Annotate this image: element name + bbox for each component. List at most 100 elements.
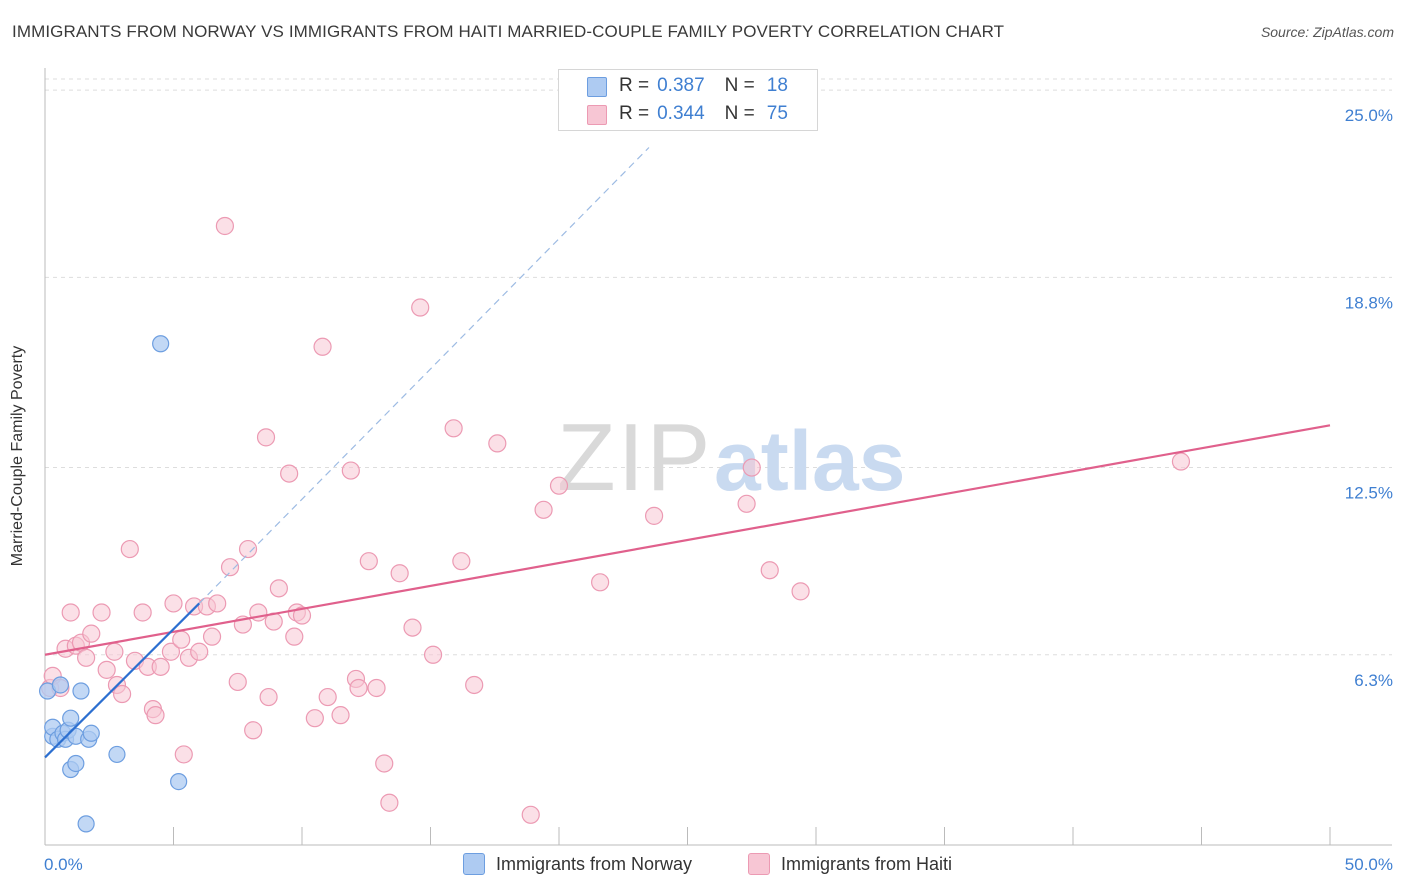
- source-label: Source: ZipAtlas.com: [1260, 24, 1394, 40]
- haiti-point: [220, 558, 240, 577]
- haiti-point: [120, 539, 139, 559]
- tick-label-layer: 6.3% 12.5% 18.8% 25.0% 0.0% 50.0%: [44, 106, 1393, 874]
- haiti-point: [349, 678, 368, 698]
- haiti-point: [215, 216, 234, 236]
- haiti-point: [97, 660, 116, 679]
- y-tick-label: 6.3%: [1354, 671, 1393, 690]
- haiti-point: [146, 706, 165, 725]
- haiti-point: [228, 672, 247, 692]
- haiti-point: [256, 428, 276, 447]
- haiti-point: [164, 594, 183, 613]
- haiti-n-value: 75: [766, 103, 788, 124]
- norway-trend-line: [44, 602, 200, 759]
- haiti-point: [280, 464, 299, 483]
- haiti-point: [444, 419, 463, 438]
- haiti-point: [318, 687, 337, 707]
- haiti-point: [452, 552, 471, 571]
- haiti-point: [380, 793, 399, 812]
- norway-point: [108, 745, 126, 764]
- haiti-point: [285, 627, 304, 646]
- haiti-point: [423, 645, 443, 664]
- haiti-point: [359, 552, 378, 571]
- haiti-point: [82, 624, 101, 643]
- x-tick-label: 50.0%: [1345, 855, 1393, 874]
- haiti-point: [375, 754, 394, 773]
- haiti-point: [190, 642, 209, 661]
- norway-r-value: 0.387: [657, 75, 705, 96]
- norway-point: [170, 772, 188, 791]
- norway-point: [77, 815, 95, 833]
- haiti-point: [411, 298, 430, 317]
- haiti-point: [534, 500, 553, 519]
- haiti-point: [549, 476, 569, 495]
- grid-layer: [45, 78, 1392, 656]
- legend-item-norway: Immigrants from Norway: [463, 851, 692, 877]
- haiti-r-value: 0.344: [657, 103, 705, 124]
- haiti-point: [403, 618, 422, 637]
- haiti-point: [644, 506, 664, 525]
- haiti-point: [269, 579, 288, 598]
- haiti-r-label: R =: [619, 103, 650, 124]
- correlation-legend: R = 0.387 N = 18 R = 0.344 N = 75: [558, 69, 818, 131]
- haiti-point: [465, 675, 484, 695]
- haiti-point: [367, 678, 386, 698]
- y-tick-label: 18.8%: [1345, 293, 1393, 312]
- norway-n-value: 18: [766, 75, 788, 96]
- haiti-point: [172, 630, 191, 649]
- haiti-point: [390, 564, 409, 583]
- norway-n-label: N =: [724, 75, 755, 96]
- haiti-n-label: N =: [724, 103, 755, 124]
- haiti-point: [331, 706, 350, 725]
- haiti-point: [112, 684, 132, 704]
- haiti-point: [742, 458, 761, 477]
- norway-point: [51, 676, 70, 694]
- norway-point: [152, 335, 170, 353]
- haiti-point: [105, 642, 124, 661]
- y-tick-label: 12.5%: [1345, 484, 1393, 503]
- haiti-point: [313, 337, 332, 356]
- legend-norway-label: Immigrants from Norway: [496, 853, 693, 874]
- watermark-layer: ZIP atlas: [557, 404, 905, 511]
- haiti-point: [1171, 452, 1191, 471]
- trend-layer: [44, 147, 1331, 759]
- points-layer: [38, 216, 1191, 833]
- norway-stats: R = 0.387 N = 18: [619, 74, 788, 98]
- haiti-point: [341, 461, 360, 480]
- axis-layer: [44, 68, 1392, 846]
- x-tick-label: 0.0%: [44, 855, 83, 874]
- legend-haiti-label: Immigrants from Haiti: [781, 853, 953, 874]
- haiti-point: [760, 561, 779, 580]
- haiti-point: [77, 648, 96, 667]
- haiti-point: [521, 805, 540, 824]
- haiti-point: [238, 539, 258, 559]
- haiti-point: [737, 494, 756, 513]
- haiti-point: [488, 434, 507, 453]
- norway-swatch: [587, 77, 607, 97]
- haiti-point: [174, 745, 193, 764]
- norway-point: [82, 724, 100, 742]
- haiti-swatch: [587, 105, 607, 125]
- haiti-point: [202, 627, 222, 646]
- haiti-point: [133, 603, 152, 622]
- haiti-point: [791, 582, 810, 601]
- legend-haiti-swatch: [748, 853, 770, 875]
- haiti-point: [161, 642, 181, 661]
- legend-norway-swatch: [463, 853, 485, 875]
- norway-point: [62, 709, 80, 727]
- norway-point: [67, 754, 85, 773]
- haiti-point: [61, 603, 80, 622]
- haiti-point: [591, 573, 610, 592]
- chart-title: IMMIGRANTS FROM NORWAY VS IMMIGRANTS FRO…: [12, 22, 1005, 41]
- norway-trend-extension: [198, 147, 650, 604]
- norway-r-label: R =: [619, 75, 650, 96]
- legend-item-haiti: Immigrants from Haiti: [748, 851, 952, 877]
- norway-point: [72, 682, 90, 700]
- haiti-point: [92, 603, 111, 622]
- haiti-point: [292, 606, 312, 625]
- haiti-point: [305, 709, 324, 728]
- watermark-zip: ZIP: [557, 404, 712, 511]
- y-tick-label: 25.0%: [1345, 106, 1393, 125]
- haiti-point: [259, 687, 278, 707]
- haiti-point: [208, 594, 227, 613]
